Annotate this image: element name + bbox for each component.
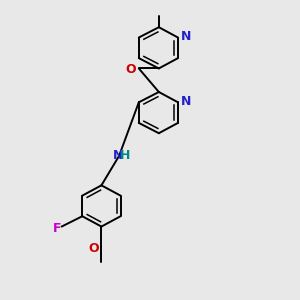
Text: N: N <box>181 94 191 108</box>
Text: O: O <box>89 242 99 255</box>
Text: N: N <box>181 30 191 43</box>
Text: N: N <box>113 149 123 162</box>
Text: O: O <box>125 63 136 76</box>
Text: F: F <box>53 221 61 235</box>
Text: H: H <box>120 149 131 162</box>
